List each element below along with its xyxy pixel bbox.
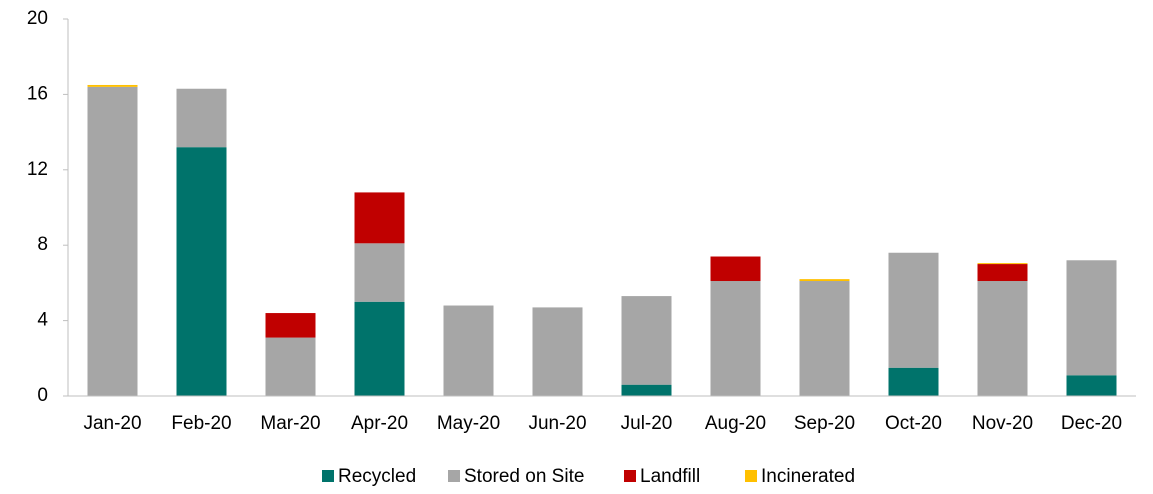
bar-segment (443, 305, 494, 396)
y-tick-label: 0 (37, 385, 48, 406)
bar-segment (176, 88, 227, 148)
bar-segment (1066, 260, 1117, 376)
bar-segment (888, 252, 939, 368)
bar-segment (265, 337, 316, 396)
bar-segment (532, 307, 583, 396)
y-tick-label: 20 (27, 8, 48, 29)
bar-segment (799, 281, 850, 396)
x-tick-label: Apr-20 (351, 413, 408, 434)
legend-swatch (448, 470, 460, 482)
legend-label: Incinerated (761, 466, 855, 487)
y-tick-label: 12 (27, 159, 48, 180)
y-tick-label: 16 (27, 83, 48, 104)
x-tick-label: May-20 (437, 413, 500, 434)
legend-swatch (745, 470, 757, 482)
legend-label: Landfill (640, 466, 700, 487)
bar-segment (977, 264, 1028, 282)
bar-segment (1066, 375, 1117, 396)
bar-segment (888, 367, 939, 396)
bar-segment (977, 281, 1028, 396)
bar-segment (621, 296, 672, 385)
bar-segment (354, 301, 405, 396)
x-tick-label: Mar-20 (260, 413, 320, 434)
legend-swatch (624, 470, 636, 482)
legend-swatch (322, 470, 334, 482)
x-tick-label: Jan-20 (83, 413, 141, 434)
bar-segment (87, 84, 138, 87)
x-tick-label: Oct-20 (885, 413, 942, 434)
x-tick-label: Jun-20 (528, 413, 586, 434)
bar-segment (354, 192, 405, 244)
bar-segment (710, 256, 761, 282)
legend-label: Stored on Site (464, 466, 584, 487)
bar-segment (977, 263, 1028, 265)
bar-segment (621, 384, 672, 396)
bar-segment (710, 281, 761, 396)
x-tick-label: Feb-20 (171, 413, 231, 434)
x-tick-label: Jul-20 (621, 413, 673, 434)
y-tick-label: 4 (37, 310, 48, 331)
x-tick-label: Dec-20 (1061, 413, 1122, 434)
x-tick-label: Sep-20 (794, 413, 855, 434)
bar-segment (87, 86, 138, 397)
legend-label: Recycled (338, 466, 416, 487)
bar-segment (265, 313, 316, 338)
bar-segment (799, 279, 850, 282)
x-tick-label: Aug-20 (705, 413, 766, 434)
bar-segment (176, 147, 227, 396)
bar-segment (354, 243, 405, 302)
x-tick-label: Nov-20 (972, 413, 1033, 434)
y-tick-label: 8 (37, 234, 48, 255)
